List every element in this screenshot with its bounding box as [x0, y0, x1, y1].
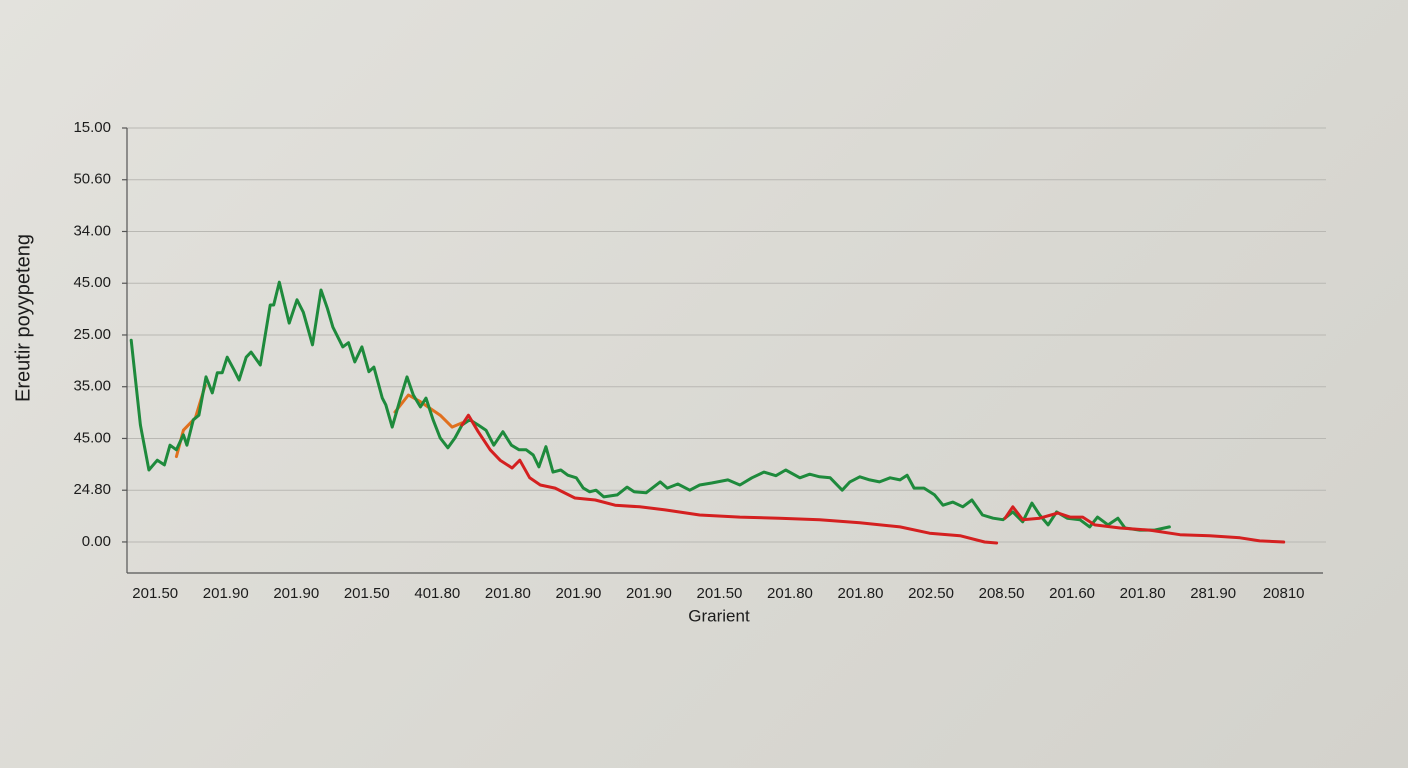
- x-tick-label: 281.90: [1190, 585, 1236, 602]
- y-tick-label: 35.00: [73, 378, 111, 395]
- x-tick-label: 20810: [1263, 585, 1305, 602]
- x-tick-label: 201.90: [626, 585, 672, 602]
- x-tick-label: 201.50: [132, 585, 178, 602]
- x-tick-label: 201.60: [1049, 585, 1095, 602]
- x-tick-label: 201.90: [203, 585, 249, 602]
- y-tick-label: 0.00: [82, 533, 111, 550]
- x-tick-label: 201.80: [485, 585, 531, 602]
- x-tick-label: 201.90: [273, 585, 319, 602]
- y-tick-label: 34.00: [73, 222, 111, 239]
- y-tick-label: 45.00: [73, 429, 111, 446]
- y-tick-label: 15.00: [73, 119, 111, 136]
- series-line: [129, 280, 1171, 532]
- x-axis-label: Grarient: [688, 606, 750, 625]
- x-tick-label: 401.80: [414, 585, 460, 602]
- y-tick-label: 50.60: [73, 171, 111, 188]
- x-tick-label: 201.80: [767, 585, 813, 602]
- y-axis-label: Ereutir poyypeteng: [12, 234, 34, 402]
- x-tick-label: 201.80: [1120, 585, 1166, 602]
- y-tick-label: 45.00: [73, 274, 111, 291]
- x-tick-label: 201.90: [555, 585, 601, 602]
- x-tick-label: 208.50: [979, 585, 1025, 602]
- series-line: [174, 383, 464, 459]
- x-tick-label: 202.50: [908, 585, 954, 602]
- x-tick-label: 201.50: [697, 585, 743, 602]
- series-line: [460, 413, 1286, 545]
- y-tick-label: 24.80: [73, 481, 111, 498]
- x-tick-label: 201.80: [838, 585, 884, 602]
- y-tick-label: 25.00: [73, 326, 111, 343]
- x-tick-label: 201.50: [344, 585, 390, 602]
